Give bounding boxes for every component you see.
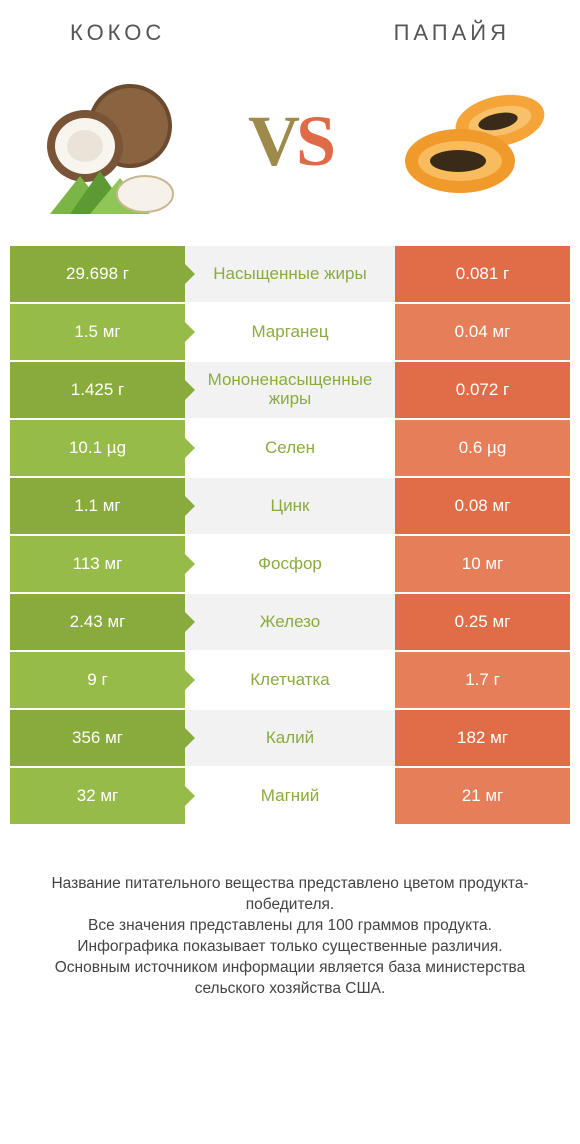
hero: VS (0, 56, 580, 246)
table-row: 113 мгФосфор10 мг (10, 536, 570, 592)
footnote: Название питательного вещества представл… (0, 874, 580, 1000)
table-row: 1.1 мгЦинк0.08 мг (10, 478, 570, 534)
value-left: 1.1 мг (10, 478, 185, 534)
title-right: ПАПАЙЯ (394, 20, 510, 46)
nutrient-label: Марганец (185, 304, 395, 360)
value-right: 0.08 мг (395, 478, 570, 534)
nutrient-label: Калий (185, 710, 395, 766)
value-left: 356 мг (10, 710, 185, 766)
value-right: 0.072 г (395, 362, 570, 418)
value-right: 0.04 мг (395, 304, 570, 360)
table-row: 1.425 гМононенасыщенные жиры0.072 г (10, 362, 570, 418)
nutrient-label: Клетчатка (185, 652, 395, 708)
table-row: 1.5 мгМарганец0.04 мг (10, 304, 570, 360)
value-left: 10.1 µg (10, 420, 185, 476)
value-left: 1.425 г (10, 362, 185, 418)
nutrient-label: Железо (185, 594, 395, 650)
titles-row: КОКОС ПАПАЙЯ (0, 0, 580, 56)
value-right: 0.081 г (395, 246, 570, 302)
table-row: 29.698 гНасыщенные жиры0.081 г (10, 246, 570, 302)
vs-s: S (296, 101, 332, 181)
value-right: 1.7 г (395, 652, 570, 708)
papaya-icon (390, 66, 550, 216)
value-right: 182 мг (395, 710, 570, 766)
value-right: 0.6 µg (395, 420, 570, 476)
table-row: 2.43 мгЖелезо0.25 мг (10, 594, 570, 650)
nutrient-label: Фосфор (185, 536, 395, 592)
value-left: 9 г (10, 652, 185, 708)
table-row: 356 мгКалий182 мг (10, 710, 570, 766)
nutrient-label: Цинк (185, 478, 395, 534)
value-left: 113 мг (10, 536, 185, 592)
nutrient-label: Магний (185, 768, 395, 824)
value-right: 0.25 мг (395, 594, 570, 650)
value-left: 1.5 мг (10, 304, 185, 360)
table-row: 9 гКлетчатка1.7 г (10, 652, 570, 708)
value-left: 32 мг (10, 768, 185, 824)
nutrient-label: Мононенасыщенные жиры (185, 362, 395, 418)
footnote-line: Основным источником информации является … (30, 958, 550, 1000)
vs-label: VS (248, 100, 332, 183)
nutrient-label: Насыщенные жиры (185, 246, 395, 302)
table-row: 32 мгМагний21 мг (10, 768, 570, 824)
value-right: 21 мг (395, 768, 570, 824)
title-left: КОКОС (70, 20, 165, 46)
vs-v: V (248, 101, 296, 181)
value-left: 2.43 мг (10, 594, 185, 650)
nutrient-table: 29.698 гНасыщенные жиры0.081 г1.5 мгМарг… (10, 246, 570, 824)
coconut-icon (30, 66, 190, 216)
value-right: 10 мг (395, 536, 570, 592)
table-row: 10.1 µgСелен0.6 µg (10, 420, 570, 476)
nutrient-label: Селен (185, 420, 395, 476)
footnote-line: Инфографика показывает только существенн… (30, 937, 550, 958)
footnote-line: Все значения представлены для 100 граммо… (30, 916, 550, 937)
footnote-line: Название питательного вещества представл… (30, 874, 550, 916)
value-left: 29.698 г (10, 246, 185, 302)
